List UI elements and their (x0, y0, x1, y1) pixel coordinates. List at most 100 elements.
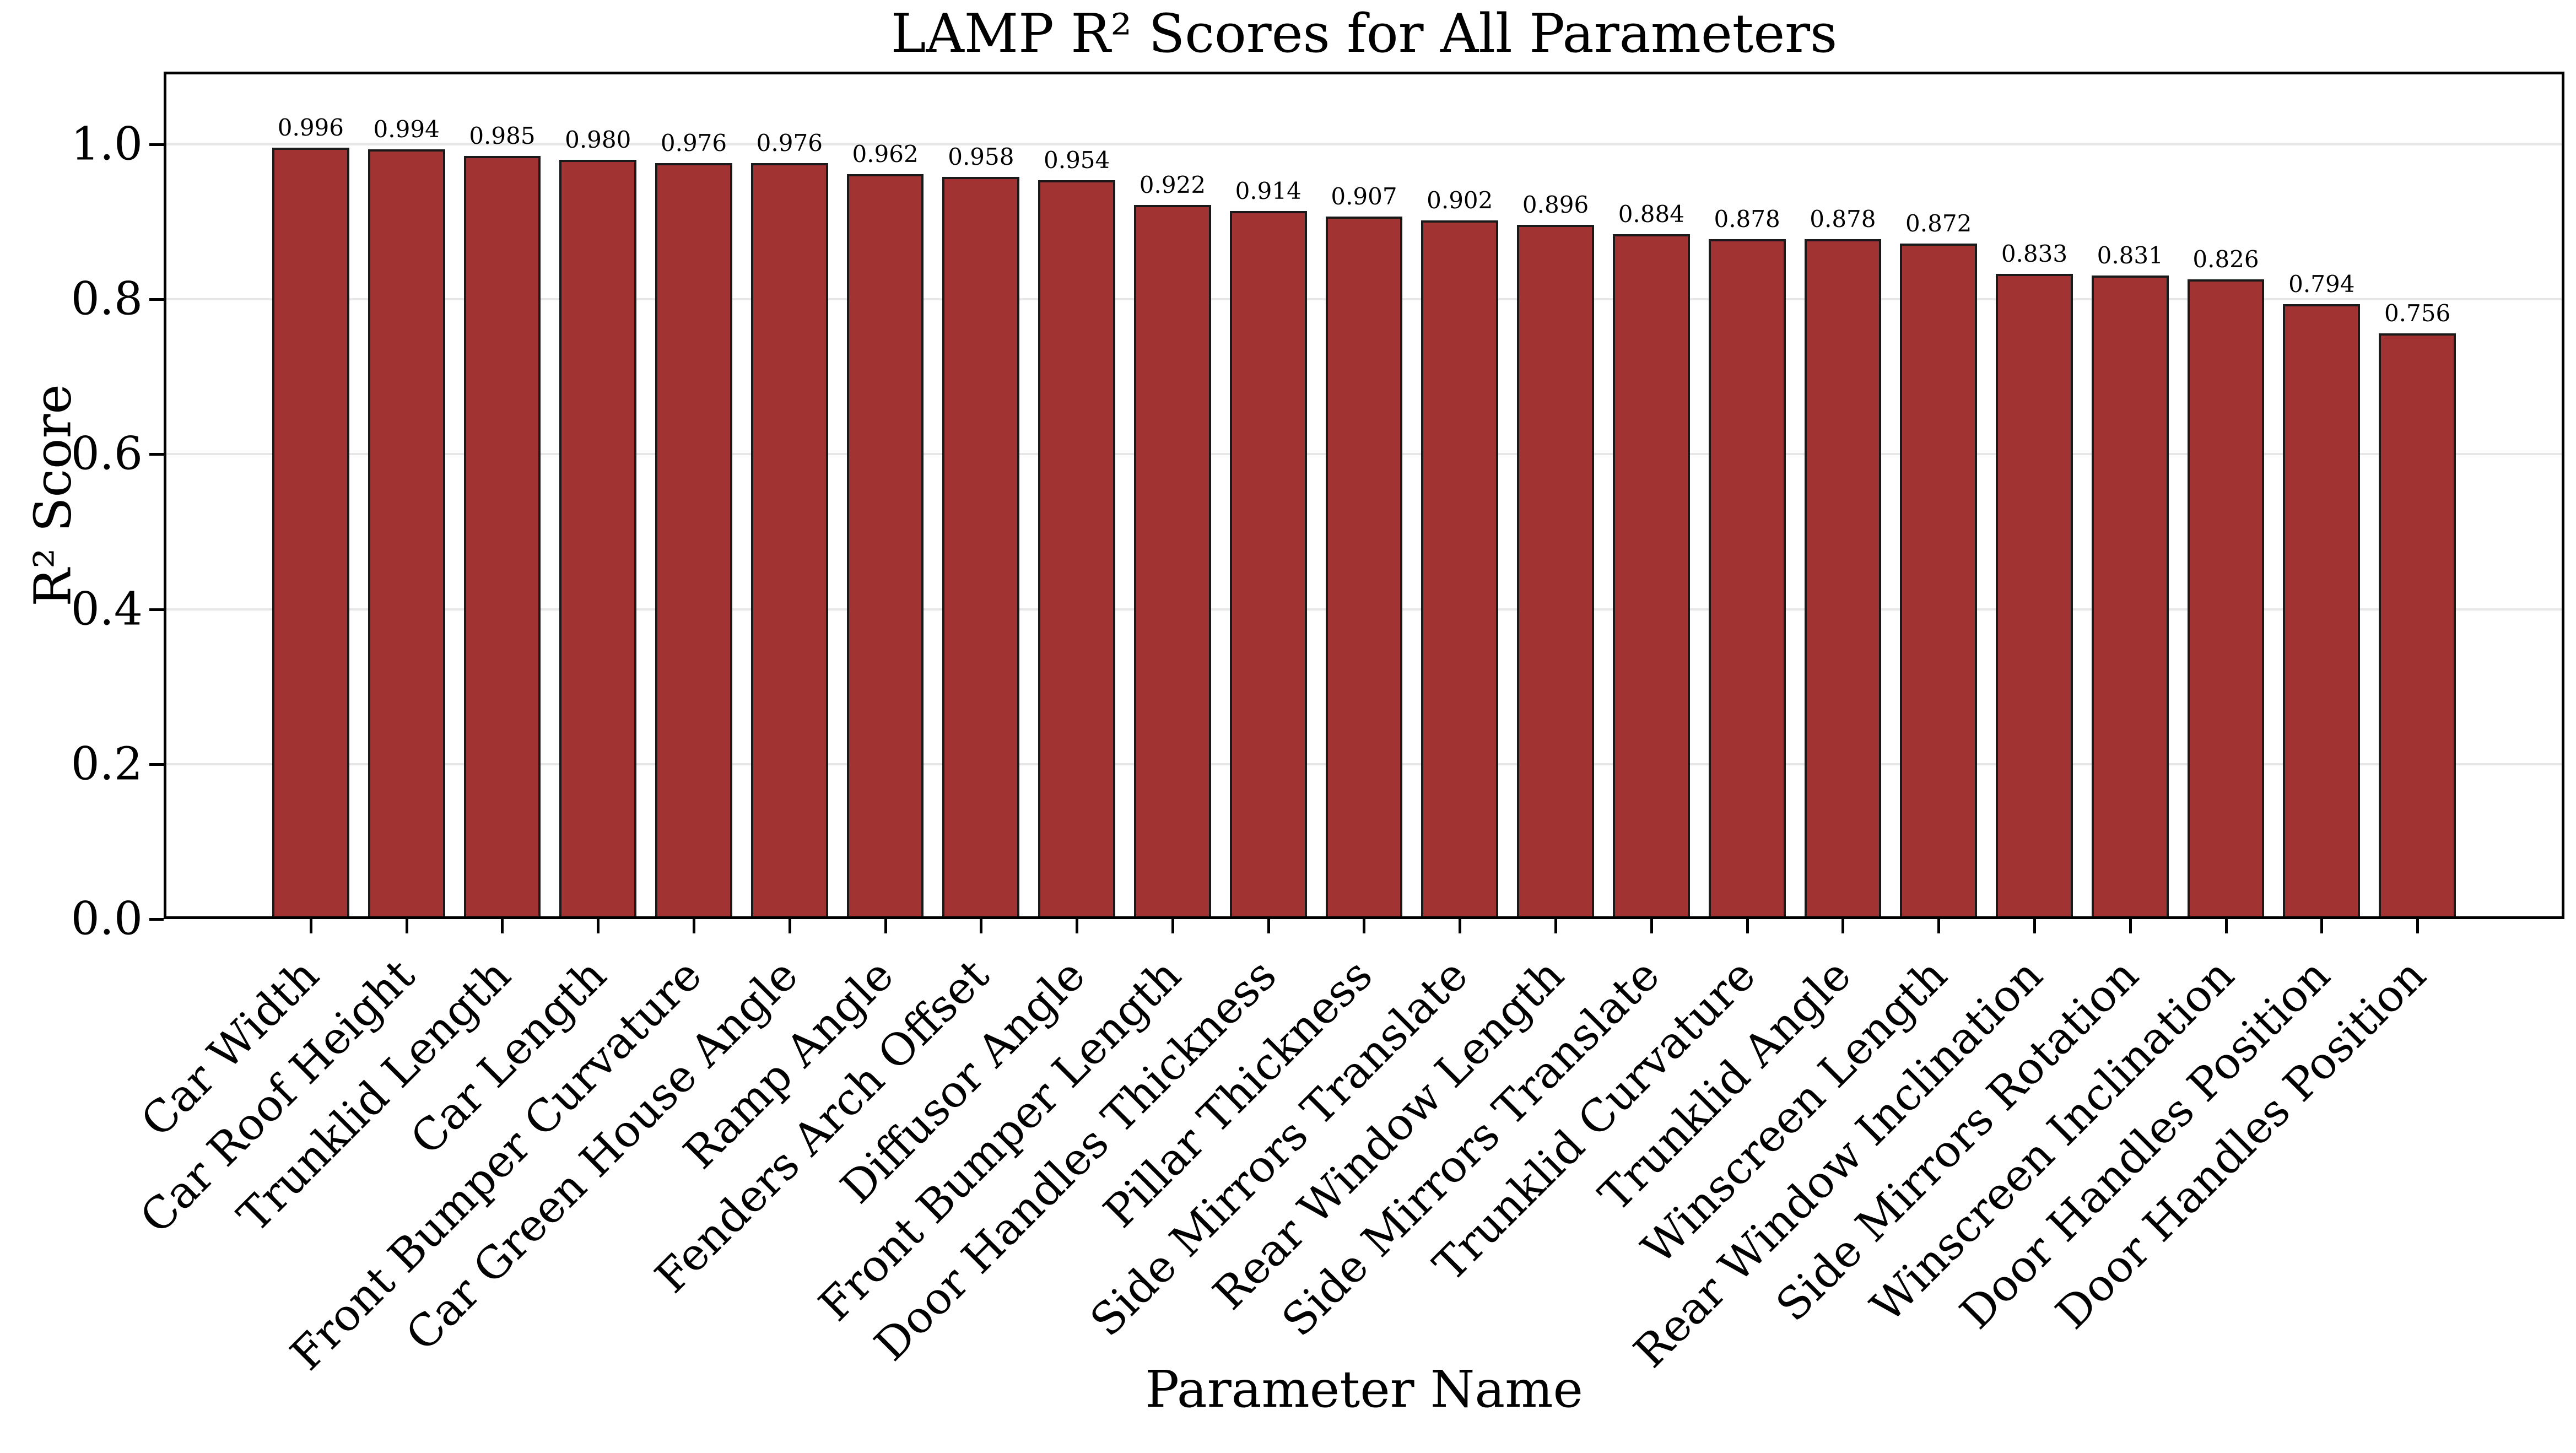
x-tick-mark (1746, 919, 1749, 933)
x-tick-mark (2033, 919, 2036, 933)
bar (1708, 239, 1786, 919)
bar-value-label: 0.833 (2001, 240, 2068, 267)
bar-value-label: 0.794 (2288, 270, 2355, 298)
bar-slot: 0.985 Trunklid Length (228, 72, 541, 1242)
bar-slot: 0.976 Front Bumper Curvature (281, 72, 732, 1380)
bar-slot: 0.958 Fenders Arch Offset (646, 72, 1020, 1303)
y-tick-mark (149, 918, 164, 921)
chart-title: LAMP R² Scores for All Parameters (890, 3, 1838, 64)
bar (1038, 180, 1116, 919)
x-tick-mark (2129, 919, 2132, 933)
bar-slot: 0.878 Trunklid Curvature (1423, 72, 1786, 1291)
x-tick-mark (1937, 919, 1941, 933)
bar-value-label: 0.831 (2097, 241, 2163, 269)
y-tick-mark (149, 763, 164, 766)
bar-slot: 0.907 Pillar Thickness (1094, 72, 1403, 1238)
y-tick-label: 0.4 (71, 583, 143, 636)
bar (1517, 225, 1594, 919)
bar-slot: 0.756 Door Handles Position (2046, 72, 2456, 1339)
bar (1325, 216, 1403, 919)
bar (1900, 244, 1978, 919)
x-tick-mark (693, 919, 696, 933)
bar-value-label: 0.914 (1235, 177, 1301, 205)
bar-value-label: 0.756 (2384, 300, 2451, 327)
bar-slot: 0.896 Rear Window Length (1203, 72, 1594, 1320)
bar (1134, 204, 1211, 919)
bar-slot: 0.980 Car Length (401, 72, 637, 1164)
bar-slot: 0.994 Car Roof Height (130, 72, 445, 1243)
x-tick-mark (788, 919, 791, 933)
plot-area: 0.0 0.2 0.4 0.6 0.8 1.0 0.996 Car Width 0.994 Ca… (71, 72, 2564, 1380)
x-axis-label: Parameter Name (1145, 1360, 1583, 1419)
bar-slot: 0.914 Door Handles Thickness (865, 72, 1307, 1370)
bar-value-label: 0.896 (1522, 191, 1589, 219)
x-tick-mark (1076, 919, 1079, 933)
bar-slot: 0.826 Winscreen Inclination (1861, 72, 2265, 1332)
x-tick-mark (1841, 919, 1845, 933)
y-tick-label: 0.2 (71, 738, 143, 791)
bar (1804, 239, 1882, 919)
y-tick-mark (149, 143, 164, 147)
bar-value-label: 0.994 (373, 115, 440, 143)
bar (2091, 275, 2169, 919)
bar-value-label: 0.962 (852, 140, 919, 168)
y-tick-label: 0.0 (71, 893, 143, 946)
bar-slot: 0.962 Ramp Angle (674, 72, 924, 1179)
bar (272, 147, 349, 919)
bar (463, 156, 541, 919)
bar (368, 149, 445, 919)
x-tick-mark (1171, 919, 1174, 933)
bar (559, 160, 637, 919)
x-tick-mark (884, 919, 887, 933)
bar (1996, 273, 2073, 919)
bar (942, 177, 1020, 919)
y-tick-mark (149, 608, 164, 611)
bar (2187, 279, 2265, 919)
bar (1229, 211, 1307, 919)
bar (2379, 333, 2456, 919)
bar-slot: 0.794 Door Handles Position (1950, 72, 2361, 1339)
bar-value-label: 0.976 (756, 129, 823, 156)
x-tick-mark (2416, 919, 2420, 933)
bar-value-label: 0.884 (1618, 201, 1684, 228)
y-axis-label: R² Score (23, 384, 83, 607)
x-tick-mark (309, 919, 312, 933)
bar-slot: 0.878 Trunklid Angle (1589, 72, 1882, 1221)
x-tick-mark (501, 919, 504, 933)
bar-value-label: 0.878 (1714, 205, 1780, 233)
bar-value-label: 0.958 (948, 143, 1014, 171)
bar (1421, 220, 1499, 919)
bar-slot: 0.884 Side Mirrors Translate (1272, 72, 1690, 1346)
bar-slot: 0.902 Side Mirrors Translate (1081, 72, 1499, 1346)
y-tick-label: 0.6 (71, 428, 143, 480)
grid-line (164, 143, 2564, 146)
x-tick-mark (1459, 919, 1462, 933)
x-tick-mark (1363, 919, 1366, 933)
bar-value-label: 0.902 (1427, 186, 1493, 214)
y-tick-mark (149, 453, 164, 456)
bar-value-label: 0.872 (1905, 210, 1972, 237)
bar-slot: 0.976 Car Green House Angle (396, 72, 828, 1361)
bar-value-label: 0.980 (565, 126, 631, 154)
y-tick-label: 1.0 (71, 118, 143, 171)
bar-slot: 0.996 Car Width (131, 72, 349, 1147)
bar-value-label: 0.976 (660, 129, 727, 156)
x-tick-mark (2224, 919, 2228, 933)
bar-slot: 0.922 Front Bumper Length (809, 72, 1211, 1331)
x-tick-mark (2320, 919, 2324, 933)
bar (1612, 234, 1690, 919)
bar-value-label: 0.996 (277, 114, 344, 141)
y-tick-mark (149, 298, 164, 301)
x-tick-mark (1554, 919, 1558, 933)
bar-slot: 0.831 Side Mirrors Rotation (1766, 72, 2169, 1331)
bar (2283, 304, 2361, 919)
bar-slot: 0.954 Diffusor Angle (831, 72, 1116, 1213)
bar (846, 174, 924, 919)
x-tick-mark (980, 919, 983, 933)
bar-value-label: 0.922 (1139, 171, 1206, 198)
bar-slot: 0.833 Rear Window Inclination (1624, 72, 2073, 1378)
bar (655, 163, 732, 919)
bar-value-label: 0.985 (469, 122, 536, 150)
x-tick-mark (597, 919, 600, 933)
